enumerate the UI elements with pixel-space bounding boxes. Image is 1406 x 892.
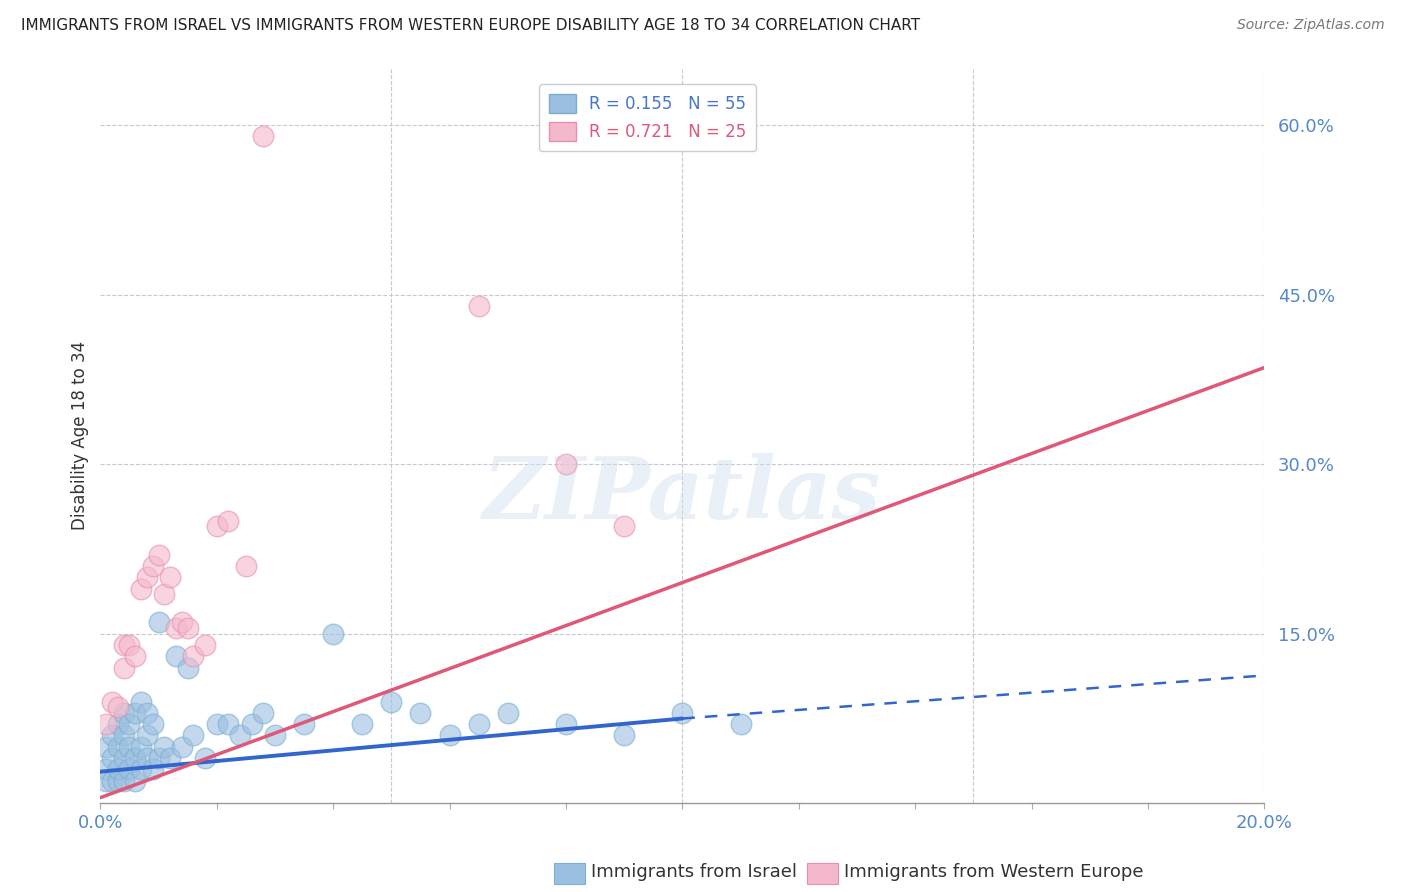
Point [322, 626, 344, 640]
Point [107, 717, 129, 731]
Point [555, 717, 578, 731]
Point [107, 763, 129, 777]
Point [135, 706, 157, 720]
Point [112, 660, 135, 674]
Point [107, 773, 129, 788]
Point [101, 729, 124, 743]
Point [229, 729, 252, 743]
Point [439, 729, 461, 743]
Point [112, 729, 135, 743]
Point [235, 558, 257, 573]
Point [118, 717, 141, 731]
Point [118, 763, 141, 777]
Point [101, 751, 124, 765]
Point [153, 739, 176, 754]
Point [183, 649, 205, 664]
Point [148, 751, 170, 765]
Point [135, 570, 157, 584]
Point [129, 763, 152, 777]
Text: Immigrants from Western Europe: Immigrants from Western Europe [844, 863, 1143, 881]
Point [148, 615, 170, 630]
Point [159, 570, 181, 584]
Point [112, 638, 135, 652]
Text: IMMIGRANTS FROM ISRAEL VS IMMIGRANTS FROM WESTERN EUROPE DISABILITY AGE 18 TO 34: IMMIGRANTS FROM ISRAEL VS IMMIGRANTS FRO… [21, 18, 920, 33]
Point [217, 514, 239, 528]
Point [112, 751, 135, 765]
Point [165, 621, 187, 635]
Point [148, 548, 170, 562]
Point [467, 299, 489, 313]
Point [176, 621, 198, 635]
Point [183, 729, 205, 743]
Point [96, 717, 118, 731]
Point [118, 739, 141, 754]
Point [264, 729, 287, 743]
Point [467, 717, 489, 731]
Point [96, 773, 118, 788]
Point [730, 717, 752, 731]
Point [409, 706, 432, 720]
Point [613, 519, 636, 533]
Point [124, 751, 146, 765]
Point [142, 717, 165, 731]
Y-axis label: Disability Age 18 to 34: Disability Age 18 to 34 [72, 342, 89, 531]
Point [205, 717, 228, 731]
Point [129, 582, 152, 596]
Point [159, 751, 181, 765]
Point [240, 717, 263, 731]
Point [170, 739, 193, 754]
Legend: R = 0.155   N = 55, R = 0.721   N = 25: R = 0.155 N = 55, R = 0.721 N = 25 [538, 84, 756, 151]
Point [112, 773, 135, 788]
Point [107, 700, 129, 714]
Point [613, 729, 636, 743]
Point [129, 694, 152, 708]
Point [135, 751, 157, 765]
Point [252, 129, 274, 144]
Point [496, 706, 519, 720]
Point [671, 706, 693, 720]
Point [112, 706, 135, 720]
Text: Source: ZipAtlas.com: Source: ZipAtlas.com [1237, 18, 1385, 32]
Point [380, 694, 402, 708]
Point [107, 739, 129, 754]
Point [124, 706, 146, 720]
Point [101, 773, 124, 788]
Point [96, 739, 118, 754]
Point [96, 763, 118, 777]
Point [165, 649, 187, 664]
Point [124, 649, 146, 664]
Point [292, 717, 315, 731]
Point [352, 717, 374, 731]
Point [118, 638, 141, 652]
Point [194, 638, 217, 652]
Point [252, 706, 274, 720]
Point [555, 457, 578, 471]
Point [217, 717, 239, 731]
Point [124, 773, 146, 788]
Point [170, 615, 193, 630]
Point [129, 739, 152, 754]
Point [153, 587, 176, 601]
Point [194, 751, 217, 765]
Text: ZIPatlas: ZIPatlas [484, 453, 882, 536]
Text: Immigrants from Israel: Immigrants from Israel [591, 863, 797, 881]
Point [101, 694, 124, 708]
Point [176, 660, 198, 674]
Point [142, 558, 165, 573]
Point [142, 763, 165, 777]
Point [205, 519, 228, 533]
Point [135, 729, 157, 743]
